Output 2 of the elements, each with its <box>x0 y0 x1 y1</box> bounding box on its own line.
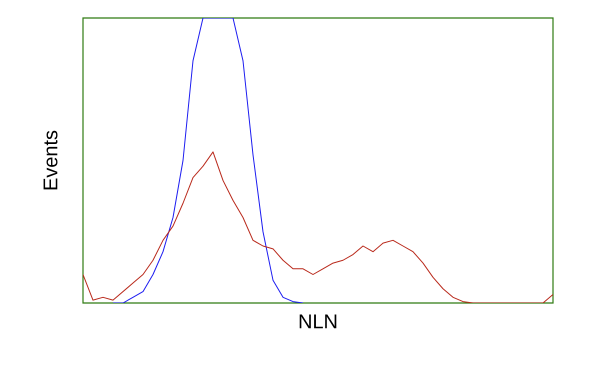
x-axis-title: NLN <box>300 314 336 328</box>
y-axis-title: Events <box>44 130 58 190</box>
